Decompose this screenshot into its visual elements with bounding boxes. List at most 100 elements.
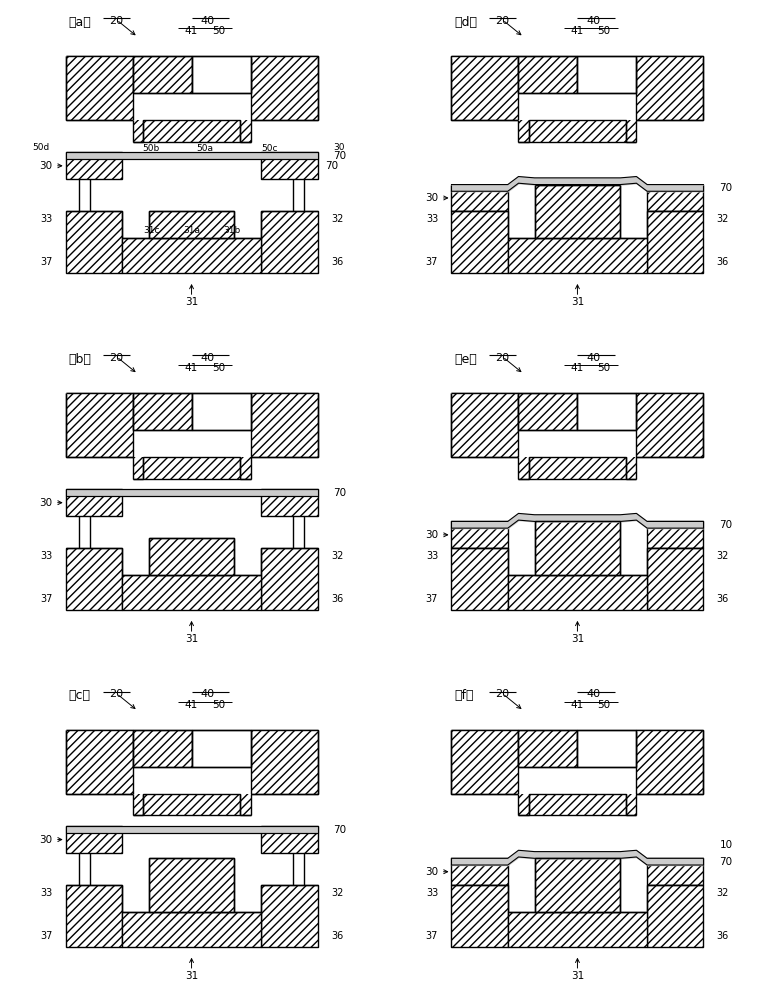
- Bar: [451, 885, 508, 947]
- Text: 30: 30: [39, 835, 52, 845]
- Bar: [240, 457, 251, 479]
- Bar: [191, 730, 251, 767]
- Bar: [534, 521, 621, 575]
- Text: 30: 30: [39, 161, 52, 171]
- Bar: [451, 521, 508, 548]
- Bar: [647, 211, 704, 273]
- Bar: [143, 794, 240, 815]
- Bar: [251, 730, 318, 794]
- Text: 42: 42: [543, 407, 556, 417]
- Text: 36: 36: [717, 594, 729, 604]
- Text: 37: 37: [426, 257, 438, 267]
- Bar: [518, 56, 637, 93]
- Text: 40: 40: [587, 16, 601, 26]
- Text: 32: 32: [717, 888, 729, 898]
- Bar: [65, 885, 122, 947]
- Bar: [518, 120, 529, 142]
- Bar: [65, 393, 318, 395]
- Text: 42: 42: [543, 743, 556, 753]
- Bar: [451, 211, 508, 273]
- Bar: [647, 885, 704, 947]
- Text: 42: 42: [157, 70, 170, 80]
- Bar: [132, 730, 251, 767]
- Bar: [518, 457, 529, 479]
- Bar: [518, 730, 578, 767]
- Text: 70: 70: [334, 151, 347, 161]
- Text: 50: 50: [598, 700, 611, 710]
- Text: 20: 20: [109, 16, 124, 26]
- Text: 33: 33: [426, 551, 438, 561]
- Bar: [529, 794, 626, 815]
- Bar: [518, 730, 637, 767]
- Bar: [451, 393, 704, 395]
- Bar: [251, 393, 318, 457]
- Bar: [65, 152, 318, 159]
- Bar: [65, 548, 122, 610]
- Text: 31a: 31a: [183, 226, 200, 235]
- Text: 41: 41: [185, 700, 198, 710]
- Text: 41: 41: [185, 26, 198, 36]
- Text: （a）: （a）: [68, 16, 91, 29]
- Bar: [240, 794, 251, 815]
- Text: 31: 31: [571, 297, 584, 307]
- Bar: [132, 730, 191, 767]
- Bar: [647, 185, 704, 211]
- Bar: [626, 794, 637, 815]
- Text: 32: 32: [717, 551, 729, 561]
- Bar: [148, 538, 235, 575]
- Bar: [65, 730, 318, 732]
- Bar: [508, 575, 647, 610]
- Bar: [647, 521, 704, 548]
- Bar: [626, 120, 637, 142]
- Bar: [578, 56, 637, 93]
- Text: 30: 30: [425, 530, 438, 540]
- Bar: [261, 152, 318, 179]
- Text: 50c: 50c: [261, 144, 278, 153]
- Bar: [132, 393, 251, 430]
- Text: 20: 20: [495, 353, 510, 363]
- Bar: [637, 393, 704, 457]
- Bar: [132, 457, 143, 479]
- Text: 36: 36: [331, 257, 343, 267]
- Text: 40: 40: [201, 689, 215, 699]
- Bar: [529, 120, 626, 142]
- Text: 50: 50: [211, 26, 225, 36]
- Text: 33: 33: [40, 551, 52, 561]
- Text: 36: 36: [331, 594, 343, 604]
- Bar: [148, 211, 235, 238]
- Text: 20: 20: [109, 689, 124, 699]
- Bar: [534, 185, 621, 238]
- Text: 31: 31: [571, 634, 584, 644]
- Bar: [261, 489, 318, 516]
- Bar: [132, 794, 143, 815]
- Text: 42: 42: [543, 70, 556, 80]
- Text: 70: 70: [720, 857, 733, 867]
- Bar: [451, 858, 508, 885]
- Text: 33: 33: [40, 214, 52, 224]
- Bar: [65, 393, 132, 457]
- Text: 42: 42: [157, 743, 170, 753]
- Bar: [518, 393, 578, 430]
- Bar: [65, 56, 132, 120]
- Text: 30: 30: [425, 193, 438, 203]
- Bar: [261, 211, 318, 273]
- Bar: [191, 393, 251, 430]
- Bar: [132, 393, 191, 430]
- Text: 70: 70: [720, 183, 733, 193]
- Text: 31b: 31b: [224, 226, 241, 235]
- Text: （c）: （c）: [68, 689, 90, 702]
- Bar: [65, 489, 318, 496]
- Text: 37: 37: [40, 257, 52, 267]
- Text: 37: 37: [40, 931, 52, 941]
- Bar: [451, 730, 704, 732]
- Bar: [65, 826, 318, 833]
- Text: （b）: （b）: [68, 353, 92, 366]
- Text: 32: 32: [717, 214, 729, 224]
- Bar: [451, 56, 704, 59]
- Bar: [65, 489, 122, 516]
- Text: 50: 50: [211, 363, 225, 373]
- Text: 40: 40: [587, 689, 601, 699]
- Text: 10: 10: [720, 840, 733, 850]
- Bar: [637, 56, 704, 120]
- Text: 31: 31: [185, 634, 198, 644]
